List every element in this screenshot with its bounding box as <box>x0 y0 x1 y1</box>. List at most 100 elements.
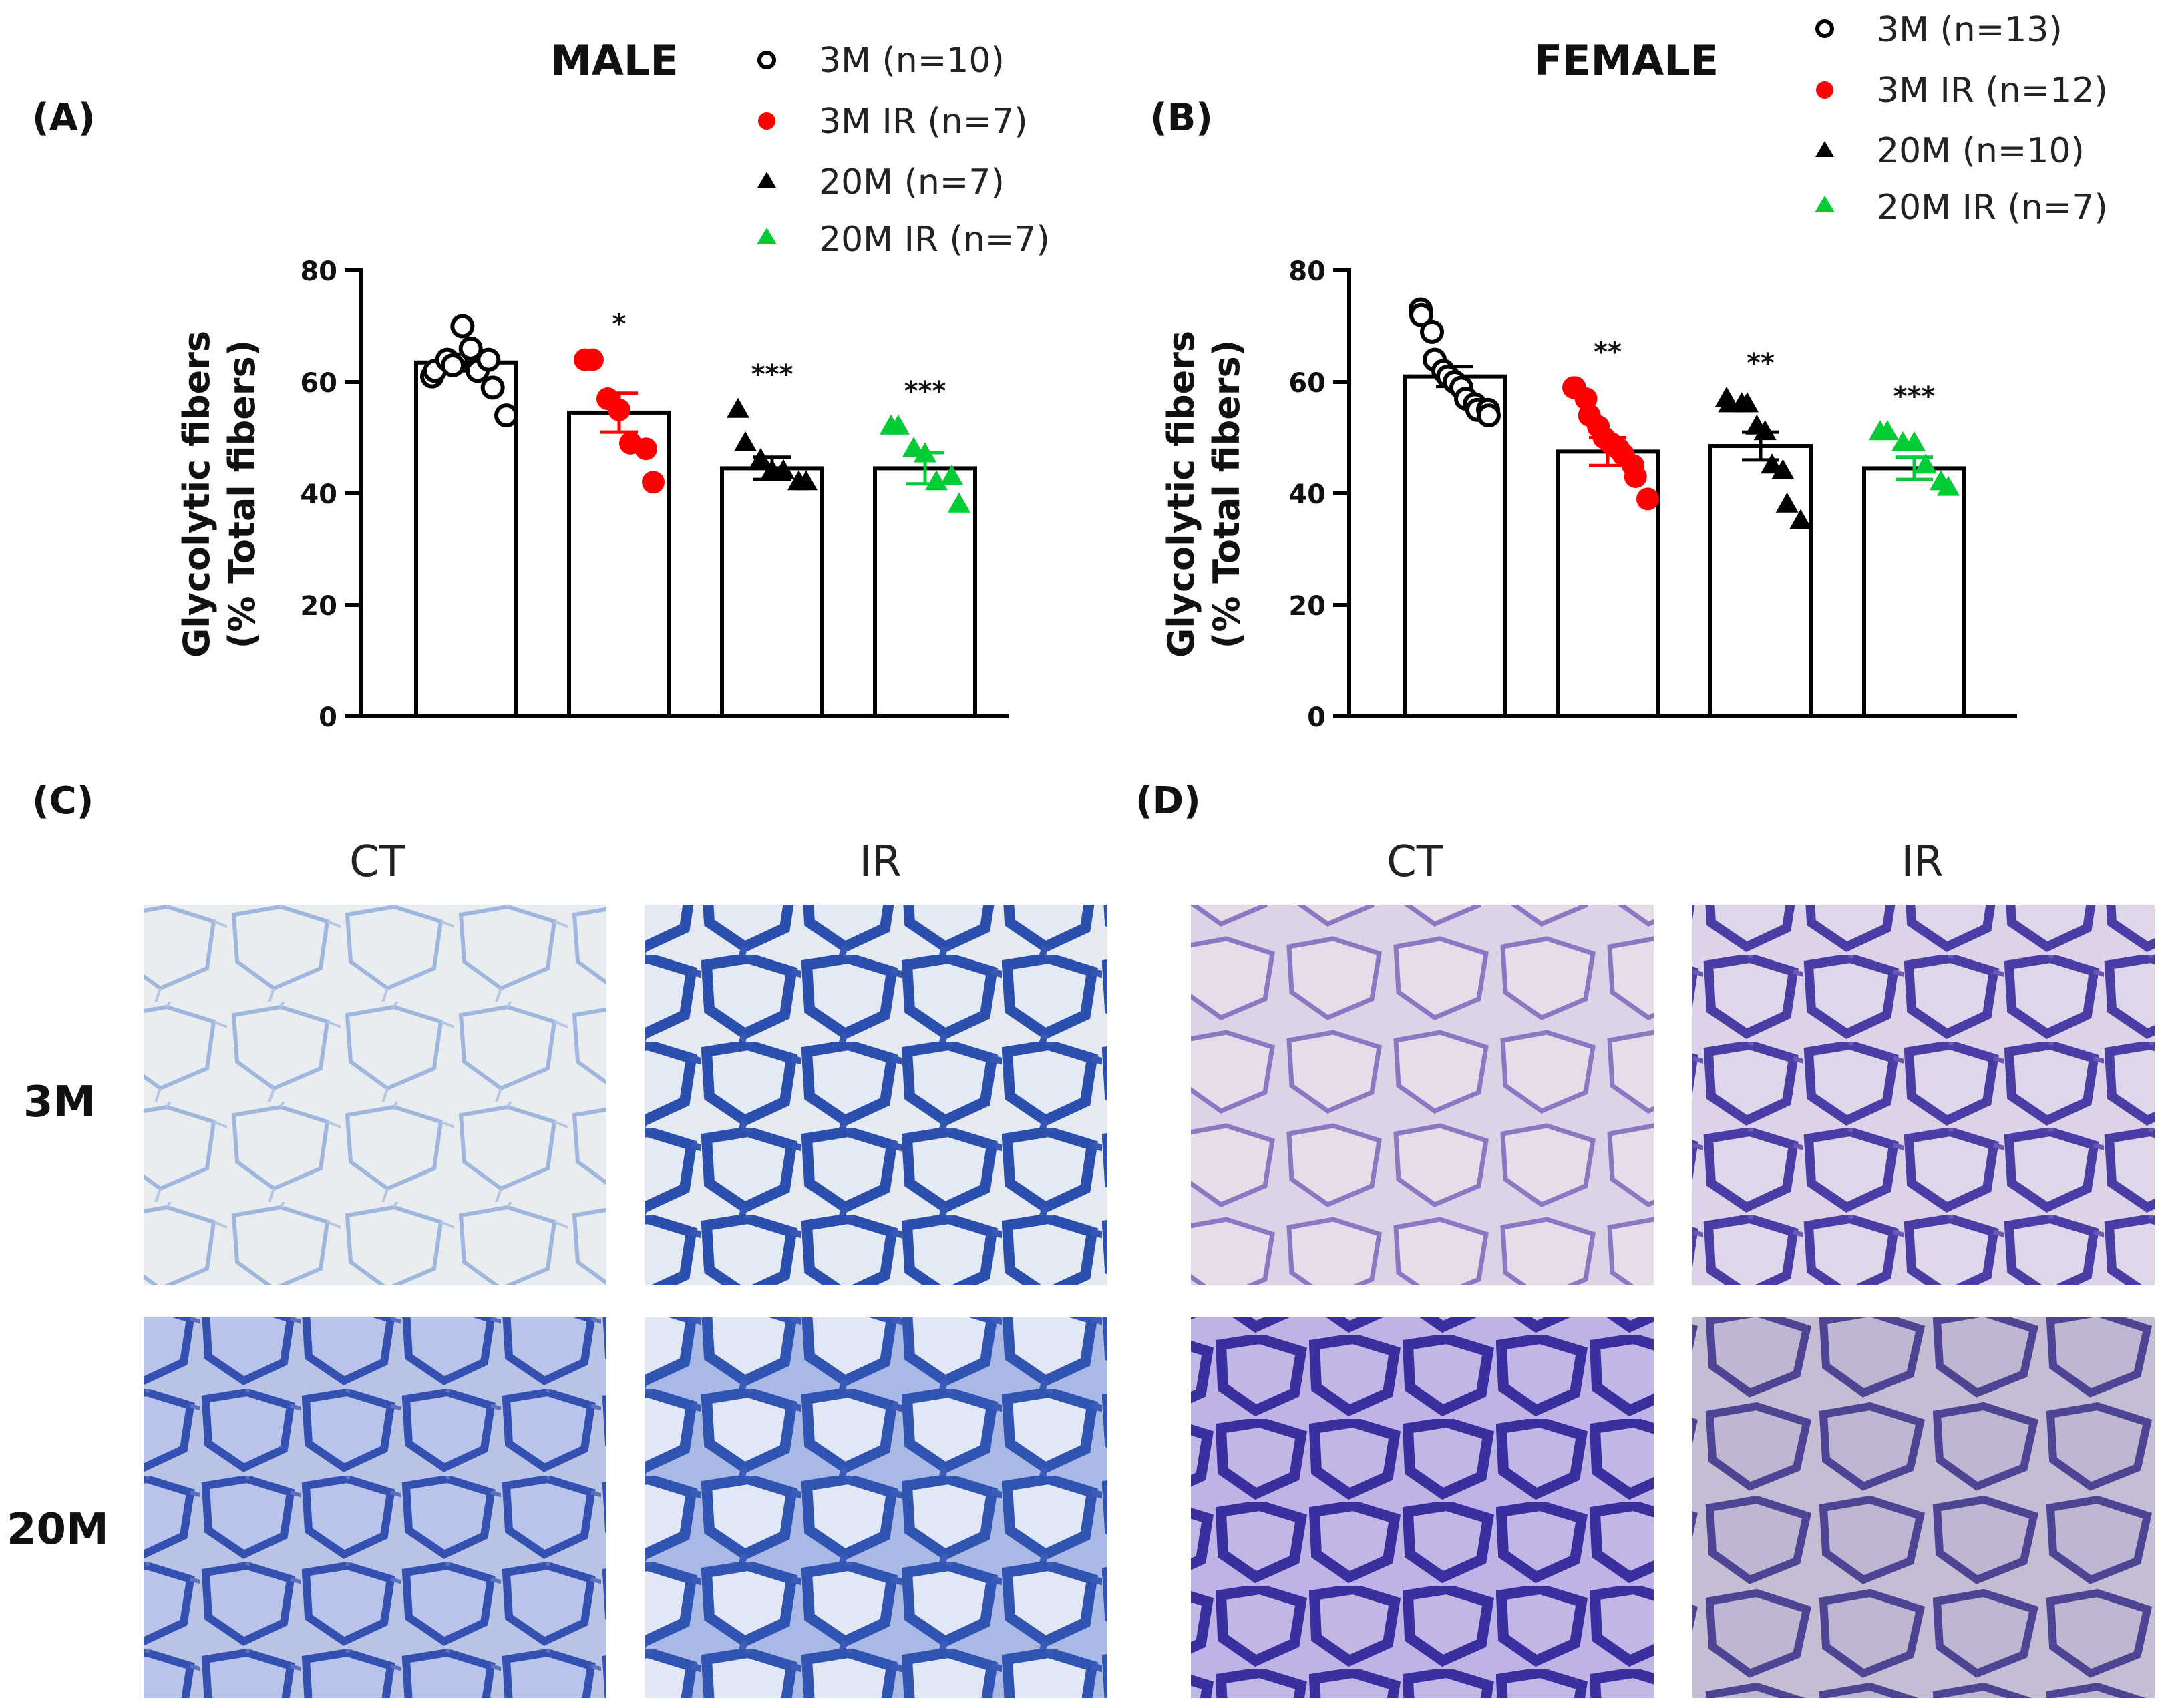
panel-b-bar-3 <box>1862 466 1966 718</box>
legend-b-20m: 20M (n=10) <box>1877 131 2085 171</box>
panel-b-point-0-12 <box>1477 403 1501 428</box>
panel-a-title: MALE <box>550 36 679 85</box>
panel-a-point-2-2 <box>749 447 772 468</box>
legend-a-3m: 3M (n=10) <box>819 41 1005 81</box>
micrograph-female-20m-ir <box>1692 1317 2155 1698</box>
panel-d-col-ir: IR <box>1901 837 1943 887</box>
panel-b-title: FEMALE <box>1534 36 1719 85</box>
micrograph-female-20m-ct <box>1191 1317 1654 1698</box>
micrograph-female-3m-ir <box>1692 905 2155 1285</box>
row-label-20m: 20M <box>7 1505 109 1554</box>
legend-a-20mir-marker <box>757 228 777 244</box>
legend-a-3mir: 3M IR (n=7) <box>819 101 1028 142</box>
panel-b-point-0-2 <box>1420 319 1444 344</box>
panel-a-point-0-4 <box>450 314 475 339</box>
micrograph-female-3m-ct <box>1191 905 1654 1285</box>
panel-b-point-3-4 <box>1914 453 1937 474</box>
panel-b-point-0-1 <box>1409 302 1433 327</box>
micrograph-male-20m-ir <box>645 1317 1107 1698</box>
panel-a-point-3-6 <box>948 492 970 513</box>
panel-b-point-3-3 <box>1903 431 1926 451</box>
micrograph-male-3m-ir <box>645 905 1107 1285</box>
panel-a-chart: (A) MALE 3M (n=10) 3M IR (n=7) 20M (n=7)… <box>32 36 1050 733</box>
panel-b-ylabel-line2: (% Total fibers) <box>1206 340 1248 649</box>
panel-b-ylabel-line1: Glycolytic fibers <box>1160 331 1202 658</box>
panel-a-legend: 3M (n=10) 3M IR (n=7) 20M (n=7) 20M IR (… <box>757 41 1050 260</box>
panel-a-ytick-40: 40 <box>300 479 337 510</box>
legend-b-20mir: 20M IR (n=7) <box>1877 188 2108 228</box>
legend-b-3mir-marker <box>1816 81 1833 99</box>
panel-b-point-1-11 <box>1636 487 1659 511</box>
panel-c-col-ir: IR <box>859 837 901 887</box>
legend-a-20mir: 20M IR (n=7) <box>819 220 1050 260</box>
panel-b-ylabel: Glycolytic fibers (% Total fibers) <box>1160 331 1248 658</box>
panel-c-label: (C) <box>32 779 94 823</box>
panel-a-ylabel-line1: Glycolytic fibers <box>176 331 218 658</box>
panel-a-ytick-80: 80 <box>300 256 337 287</box>
legend-b-3m: 3M (n=13) <box>1877 10 2062 50</box>
panel-a-point-0-3 <box>441 353 465 377</box>
legend-a-20m: 20M (n=7) <box>819 162 1005 202</box>
panel-c-col-ct: CT <box>349 837 406 887</box>
panel-d-col-ct: CT <box>1387 837 1443 887</box>
panel-a-ytick-20: 20 <box>300 591 337 622</box>
panel-b-ytick-80: 80 <box>1288 256 1326 287</box>
panel-a-point-2-6 <box>795 470 818 491</box>
panel-b-significance-1: ** <box>1594 337 1622 367</box>
panel-a-point-2-4 <box>772 459 795 479</box>
panel-a-point-0-5 <box>458 336 483 361</box>
panel-a-ytick-0: 0 <box>319 702 337 733</box>
panel-b-significance-3: *** <box>1893 381 1936 412</box>
panel-a-point-3-1 <box>887 414 910 435</box>
row-label-3m: 3M <box>23 1078 96 1127</box>
panel-b-point-2-3 <box>1736 392 1759 413</box>
panel-b-ytick-0: 0 <box>1307 702 1326 733</box>
panel-a-point-0-7 <box>476 347 501 372</box>
panel-d-label: (D) <box>1135 779 1201 823</box>
panel-a-point-3-4 <box>925 470 948 491</box>
panel-b-ytick-20: 20 <box>1288 591 1326 622</box>
legend-a-20m-marker <box>757 172 776 188</box>
panel-b-bar-2 <box>1708 444 1813 719</box>
legend-b-20m-marker <box>1815 141 1834 157</box>
panel-b-point-2-7 <box>1771 459 1795 479</box>
panel-a-bar-1 <box>567 410 671 718</box>
panel-a-point-1-5 <box>635 437 657 461</box>
panel-b-legend: 3M (n=13) 3M IR (n=12) 20M (n=10) 20M IR… <box>1815 10 2108 228</box>
panel-a-ylabel: Glycolytic fibers (% Total fibers) <box>176 331 263 658</box>
panel-a-point-3-3 <box>914 442 936 463</box>
panel-a-point-0-9 <box>494 403 518 428</box>
panel-a-significance-2: *** <box>751 359 793 390</box>
legend-b-3m-marker <box>1815 19 1834 38</box>
panel-a-point-1-3 <box>608 398 630 421</box>
panel-d-micrographs: (D) CT IR <box>1135 779 2155 1698</box>
panel-b-point-3-6 <box>1937 475 1960 496</box>
panel-a-bar-2 <box>720 466 824 718</box>
panel-b-ytick-60: 60 <box>1288 368 1326 399</box>
legend-a-3m-marker <box>757 51 776 69</box>
panel-a-point-2-1 <box>734 431 757 451</box>
legend-b-20mir-marker <box>1815 196 1835 212</box>
panel-a-label: (A) <box>32 96 96 140</box>
panel-b-point-2-5 <box>1753 420 1777 441</box>
panel-b-point-2-9 <box>1789 509 1812 529</box>
panel-b-bar-0 <box>1403 374 1507 719</box>
micrograph-male-3m-ct <box>144 905 606 1285</box>
panel-a-significance-3: *** <box>904 376 946 407</box>
panel-a-point-2-0 <box>727 397 749 418</box>
panel-a-significance-1: * <box>612 309 626 340</box>
panel-b-plot-area: ** ***** <box>1403 297 1966 719</box>
panel-b-significance-2: ** <box>1747 348 1775 379</box>
panel-b-point-2-8 <box>1775 492 1799 513</box>
panel-a-ytick-60: 60 <box>300 368 337 399</box>
panel-a-point-0-8 <box>480 375 505 400</box>
panel-b-point-3-1 <box>1876 420 1899 441</box>
panel-a-point-1-1 <box>581 348 604 371</box>
panel-b-label: (B) <box>1150 96 1213 140</box>
panel-a-point-3-5 <box>940 464 963 485</box>
panel-a-point-1-6 <box>642 471 665 494</box>
legend-b-3mir: 3M IR (n=12) <box>1877 71 2108 111</box>
panel-a-ylabel-line2: (% Total fibers) <box>221 340 263 649</box>
panel-b-chart: (B) FEMALE 3M (n=13) 3M IR (n=12) 20M (n… <box>1150 10 2108 733</box>
